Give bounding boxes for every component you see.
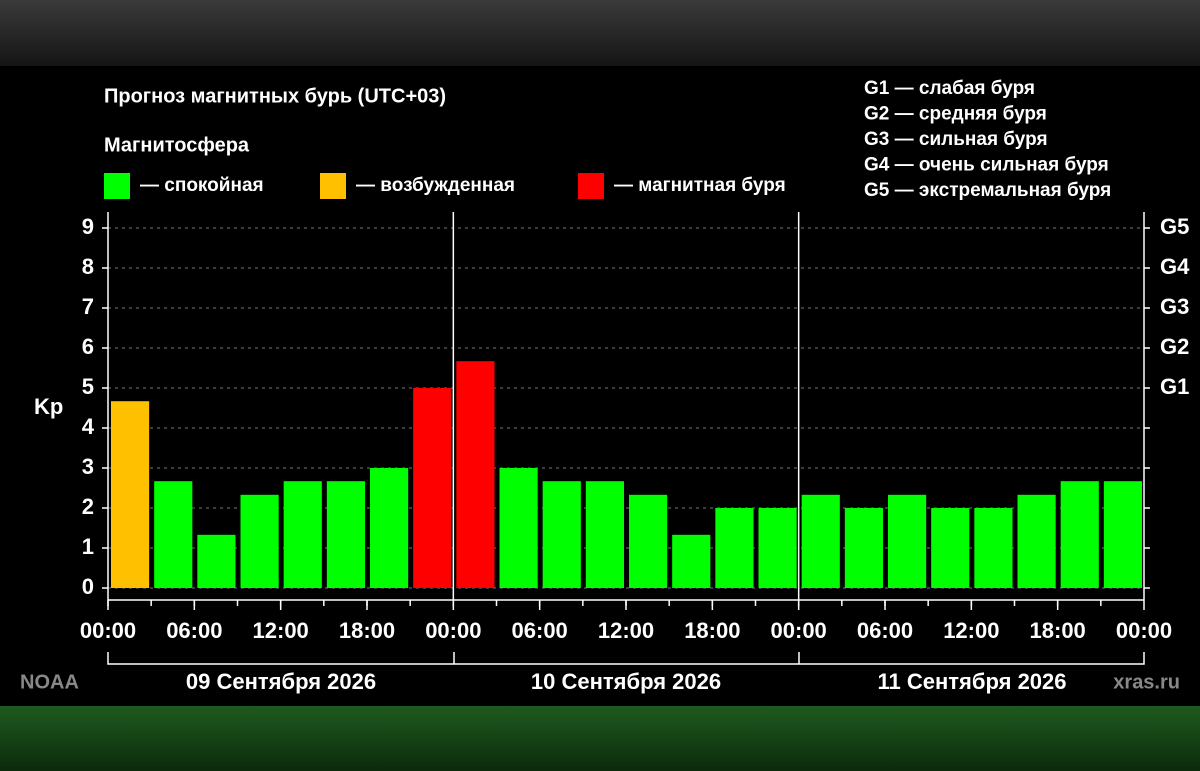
bar — [585, 481, 624, 588]
bar — [542, 481, 581, 588]
legend-title: Магнитосфера — [104, 134, 250, 156]
bar — [844, 508, 883, 588]
legend-swatch — [320, 173, 346, 199]
bar — [283, 481, 322, 588]
x-tick-label: 18:00 — [339, 618, 395, 643]
legend-swatch — [104, 173, 130, 199]
y-tick-label: 9 — [82, 214, 94, 239]
y-tick-label: 8 — [82, 254, 94, 279]
x-tick-label: 12:00 — [598, 618, 654, 643]
y-tick-label: 5 — [82, 374, 94, 399]
chart-title: Прогноз магнитных бурь (UTC+03) — [104, 85, 446, 107]
x-tick-label: 06:00 — [166, 618, 222, 643]
bar — [974, 508, 1013, 588]
bottom-band — [0, 706, 1200, 771]
x-tick-label: 00:00 — [425, 618, 481, 643]
source: NOAA — [20, 671, 79, 693]
x-tick-label: 00:00 — [1116, 618, 1172, 643]
bar — [413, 388, 452, 588]
bar — [1017, 494, 1056, 588]
bar — [456, 361, 495, 588]
bar — [1103, 481, 1142, 588]
g-legend-item: G1 — слабая буря — [864, 78, 1035, 99]
legend-swatch — [578, 173, 604, 199]
y-tick-label: 0 — [82, 574, 94, 599]
bar — [499, 468, 538, 588]
bar — [629, 494, 668, 588]
y2-tick-label: G2 — [1160, 334, 1189, 359]
day-brackets — [107, 652, 1145, 665]
y-axis-label: Kp — [34, 394, 63, 419]
bar — [326, 481, 365, 588]
bar — [111, 401, 150, 588]
y-tick-label: 4 — [82, 414, 95, 439]
g-legend-item: G5 — экстремальная буря — [864, 180, 1111, 201]
day-bracket — [107, 652, 1145, 665]
g-legend-item: G4 — очень сильная буря — [864, 155, 1109, 176]
x-tick-label: 18:00 — [684, 618, 740, 643]
legend-label: — возбужденная — [356, 175, 515, 196]
y2-tick-label: G5 — [1160, 214, 1189, 239]
bar — [888, 494, 927, 588]
x-tick-label: 06:00 — [512, 618, 568, 643]
y-tick-label: 7 — [82, 294, 94, 319]
bar — [1060, 481, 1099, 588]
x-tick-label: 12:00 — [253, 618, 309, 643]
day-label: 10 Сентября 2026 — [531, 669, 721, 694]
bar — [154, 481, 193, 588]
bar — [197, 534, 236, 588]
y-tick-label: 6 — [82, 334, 94, 359]
bar — [758, 508, 797, 588]
x-tick-label: 06:00 — [857, 618, 913, 643]
bar — [801, 494, 840, 588]
y-tick-label: 3 — [82, 454, 94, 479]
x-tick-label: 12:00 — [943, 618, 999, 643]
y-tick-label: 2 — [82, 494, 94, 519]
legend-label: — спокойная — [140, 175, 264, 196]
bar — [240, 494, 279, 588]
g-legend-item: G2 — средняя буря — [864, 104, 1047, 125]
x-tick-label: 18:00 — [1030, 618, 1086, 643]
bar — [715, 508, 754, 588]
g-legend-item: G3 — сильная буря — [864, 129, 1048, 150]
y2-tick-label: G3 — [1160, 294, 1189, 319]
top-band — [0, 0, 1200, 66]
y2-tick-label: G1 — [1160, 374, 1189, 399]
bar — [672, 534, 711, 588]
y2-tick-label: G4 — [1160, 254, 1190, 279]
day-label: 09 Сентября 2026 — [186, 669, 376, 694]
x-tick-label: 00:00 — [771, 618, 827, 643]
legend-label: — магнитная буря — [614, 175, 786, 196]
x-tick-label: 00:00 — [80, 618, 136, 643]
bar — [370, 468, 409, 588]
site: xras.ru — [1113, 671, 1180, 693]
y-tick-label: 1 — [82, 534, 94, 559]
day-label: 11 Сентября 2026 — [877, 669, 1066, 694]
bar — [931, 508, 970, 588]
